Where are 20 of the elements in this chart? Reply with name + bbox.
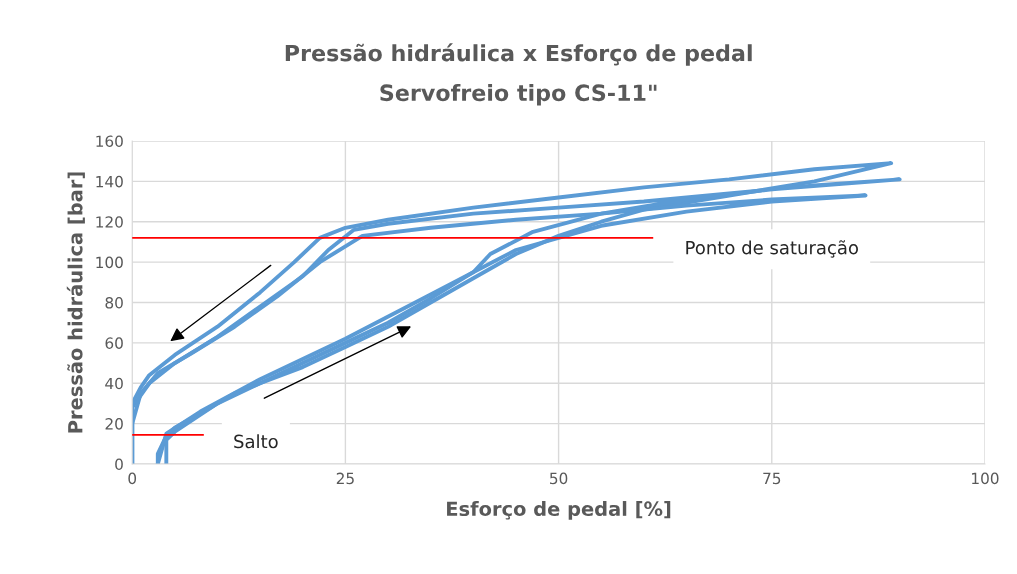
x-tick-label: 0 — [128, 472, 137, 485]
annotation: Ponto de saturação — [686, 240, 858, 258]
y-tick-label: 160 — [96, 135, 123, 147]
x-tick-label: 25 — [336, 472, 354, 485]
x-tick-label: 100 — [972, 472, 999, 485]
x-tick-label: 50 — [550, 472, 568, 485]
y-tick-label: 40 — [105, 377, 123, 390]
y-tick-label: 100 — [96, 256, 123, 269]
x-tick-label: 75 — [763, 472, 781, 485]
y-axis-title: Pressão hidráulica [bar] — [66, 172, 85, 433]
y-tick-label: 20 — [105, 418, 123, 430]
y-tick-label: 60 — [105, 337, 123, 349]
x-axis-title: Esforço de pedal [%] — [447, 501, 671, 520]
y-tick-label: 80 — [105, 296, 123, 309]
annotation: Salto — [234, 434, 278, 449]
y-tick-label: 0 — [115, 458, 123, 471]
y-tick-label: 120 — [96, 216, 123, 228]
chart-title: Pressão hidráulica x Esforço de pedal — [285, 43, 752, 66]
chart-subtitle: Servofreio tipo CS-11" — [380, 83, 657, 106]
y-tick-label: 140 — [96, 175, 123, 188]
